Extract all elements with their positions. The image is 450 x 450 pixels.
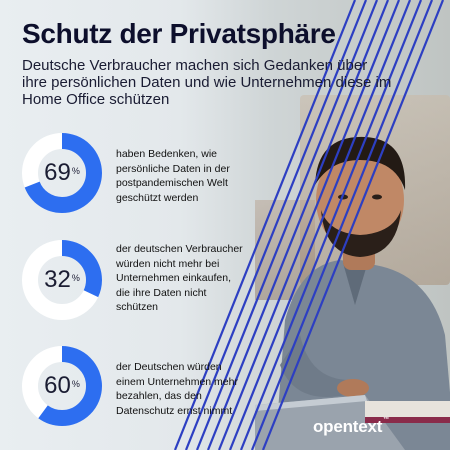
man-with-laptop-photo	[255, 136, 450, 450]
donut-filled-segment	[22, 240, 102, 320]
donut-filled-segment	[22, 346, 102, 426]
page-subtitle: Deutsche Verbraucher machen sich Gedanke…	[22, 57, 392, 108]
percent-value: 32	[44, 266, 71, 293]
percent-sign: %	[71, 273, 80, 283]
logo-text: opentext	[313, 417, 383, 436]
page-title: Schutz der Privatsphäre	[22, 18, 336, 49]
donut-filled-segment	[22, 133, 102, 213]
percent-label: 60%	[22, 346, 102, 426]
stat-description: der deutschen Verbraucher würden nicht m…	[116, 243, 243, 313]
stat-description: haben Bedenken, wie persönliche Daten in…	[116, 148, 230, 204]
stat-description: der Deutschen würden einem Unternehmen m…	[116, 361, 238, 417]
opentext-logo: opentext™	[313, 417, 389, 437]
percent-label: 32%	[22, 240, 102, 320]
percent-label: 69%	[22, 133, 102, 213]
percent-sign: %	[71, 166, 80, 176]
donut-chart	[22, 240, 102, 320]
percent-value: 60	[44, 372, 71, 399]
percent-value: 69	[44, 159, 71, 186]
percent-sign: %	[71, 379, 80, 389]
donut-chart	[22, 133, 102, 213]
donut-chart	[22, 346, 102, 426]
logo-trademark: ™	[383, 417, 390, 423]
